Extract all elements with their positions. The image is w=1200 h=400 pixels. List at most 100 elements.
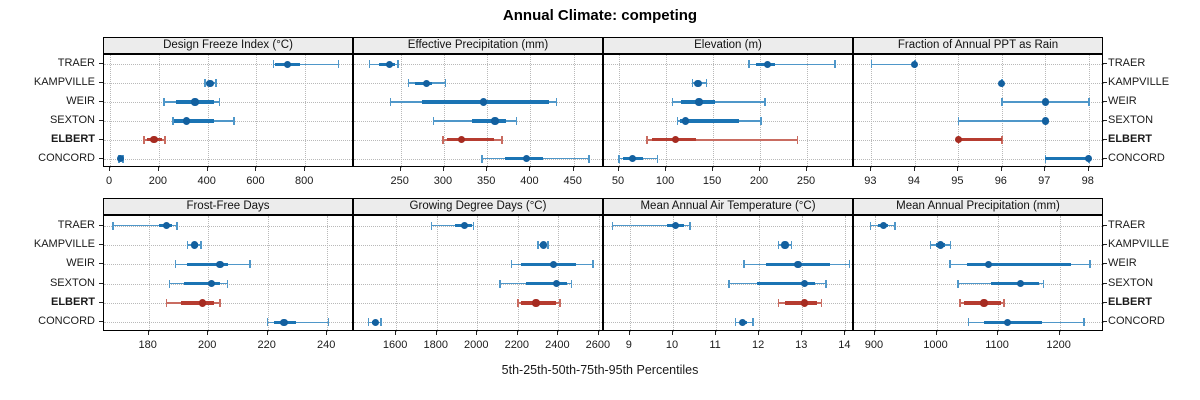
p5-p95-line-concord (267, 321, 329, 324)
x-tick-label: 200 (749, 175, 769, 187)
p25-p75-bar-sexton (174, 119, 215, 123)
p95-cap-traer (176, 221, 178, 230)
median-dot-traer (461, 222, 469, 230)
x-gridline (1059, 216, 1061, 332)
row-guide-line (604, 225, 854, 227)
x-tick-label: 800 (295, 175, 314, 187)
p95-cap-traer (689, 221, 691, 230)
x-gridline (158, 55, 160, 168)
y-tick (1103, 101, 1107, 103)
site-label-traer: TRAER (57, 57, 95, 70)
p5-cap-traer (611, 221, 614, 230)
median-dot-sexton (552, 280, 561, 288)
x-tick (997, 331, 999, 335)
p95-cap-weir (1089, 260, 1091, 269)
y-tick (99, 321, 103, 323)
x-tick-label: 300 (433, 175, 453, 187)
median-dot-kampville (191, 241, 199, 249)
y-tick (1103, 82, 1107, 84)
p5-cap-sexton (957, 116, 960, 125)
site-label-elbert: ELBERT (1108, 296, 1152, 308)
site-label-concord: CONCORD (1108, 151, 1165, 164)
p95-cap-weir (592, 260, 594, 269)
x-tick (266, 331, 268, 335)
x-gridline (573, 55, 575, 168)
x-tick (1087, 167, 1089, 171)
p95-cap-traer (337, 60, 340, 69)
x-tick (628, 331, 630, 335)
x-gridline (558, 216, 560, 332)
p95-cap-elbert (163, 135, 166, 144)
p25-p75-bar-concord (983, 320, 1043, 325)
p5-cap-sexton (168, 279, 171, 288)
y-tick (99, 63, 103, 65)
x-tick (529, 167, 531, 171)
p95-cap-kampville (705, 79, 708, 88)
p5-cap-sexton (728, 279, 730, 288)
median-dot-elbert (457, 136, 465, 144)
median-dot-weir (216, 260, 224, 268)
x-tick (206, 167, 208, 171)
y-tick (1103, 157, 1107, 159)
row-guide-line (604, 158, 854, 160)
p95-cap-kampville (547, 241, 550, 249)
p5-cap-traer (272, 60, 275, 69)
x-tick-label: 350 (477, 175, 496, 187)
panel-mean-annual-air-temperature-c (603, 215, 854, 332)
x-tick (399, 167, 401, 171)
p95-cap-traer (834, 60, 836, 69)
median-dot-concord (628, 154, 636, 163)
median-dot-concord (739, 318, 747, 326)
y-tick (99, 302, 103, 303)
x-tick (913, 167, 915, 171)
p5-cap-concord (734, 318, 737, 327)
y-tick (99, 263, 103, 265)
y-tick (1103, 138, 1107, 140)
p25-p75-bar-weir (187, 262, 228, 267)
panel-effective-precipitation-mm (353, 54, 604, 168)
site-label-kampville: KAMPVILLE (1108, 76, 1170, 89)
panel-strip-frost-free-days: Frost-Free Days (103, 198, 353, 215)
x-tick-label: 12 (752, 339, 765, 351)
row-guide-line (104, 102, 354, 104)
p5-cap-elbert (646, 135, 649, 144)
x-tick-label: 13 (795, 339, 808, 351)
median-dot-weir (1041, 98, 1049, 106)
p5-p95-line-elbert (647, 138, 798, 141)
x-tick (715, 331, 717, 335)
y-tick (99, 119, 103, 121)
median-dot-sexton (491, 117, 499, 125)
p95-cap-kampville (790, 241, 793, 249)
panel-fraction-of-annual-ppt-as-rain (853, 54, 1104, 168)
x-tick-label: 100 (655, 175, 675, 187)
p95-cap-sexton (760, 116, 762, 125)
x-tick-label: 180 (138, 339, 157, 351)
site-label-traer: TRAER (1108, 218, 1146, 231)
row-guide-line (604, 83, 854, 85)
figure-title: Annual Climate: competing (502, 7, 698, 24)
median-dot-kampville (936, 241, 944, 249)
p95-cap-traer (472, 221, 475, 230)
p5-cap-elbert (165, 299, 168, 307)
median-dot-traer (385, 60, 394, 68)
x-tick-label: 1600 (382, 339, 408, 351)
row-guide-line (854, 64, 1104, 66)
p95-cap-weir (763, 98, 766, 107)
x-tick-label: 200 (148, 175, 168, 187)
x-tick (801, 331, 803, 335)
p95-cap-concord (1083, 318, 1086, 327)
p95-cap-sexton (515, 116, 518, 125)
median-dot-weir (549, 260, 557, 268)
x-tick (326, 331, 328, 335)
p5-cap-concord (481, 154, 483, 163)
x-tick-label: 10 (665, 339, 679, 351)
x-tick (395, 331, 397, 335)
p5-cap-weir (389, 98, 392, 107)
p5-cap-sexton (499, 279, 501, 288)
p5-cap-traer (869, 221, 872, 230)
x-tick (1058, 331, 1060, 335)
x-gridline (256, 55, 258, 168)
site-label-weir: WEIR (1108, 95, 1137, 108)
x-tick (516, 331, 518, 335)
